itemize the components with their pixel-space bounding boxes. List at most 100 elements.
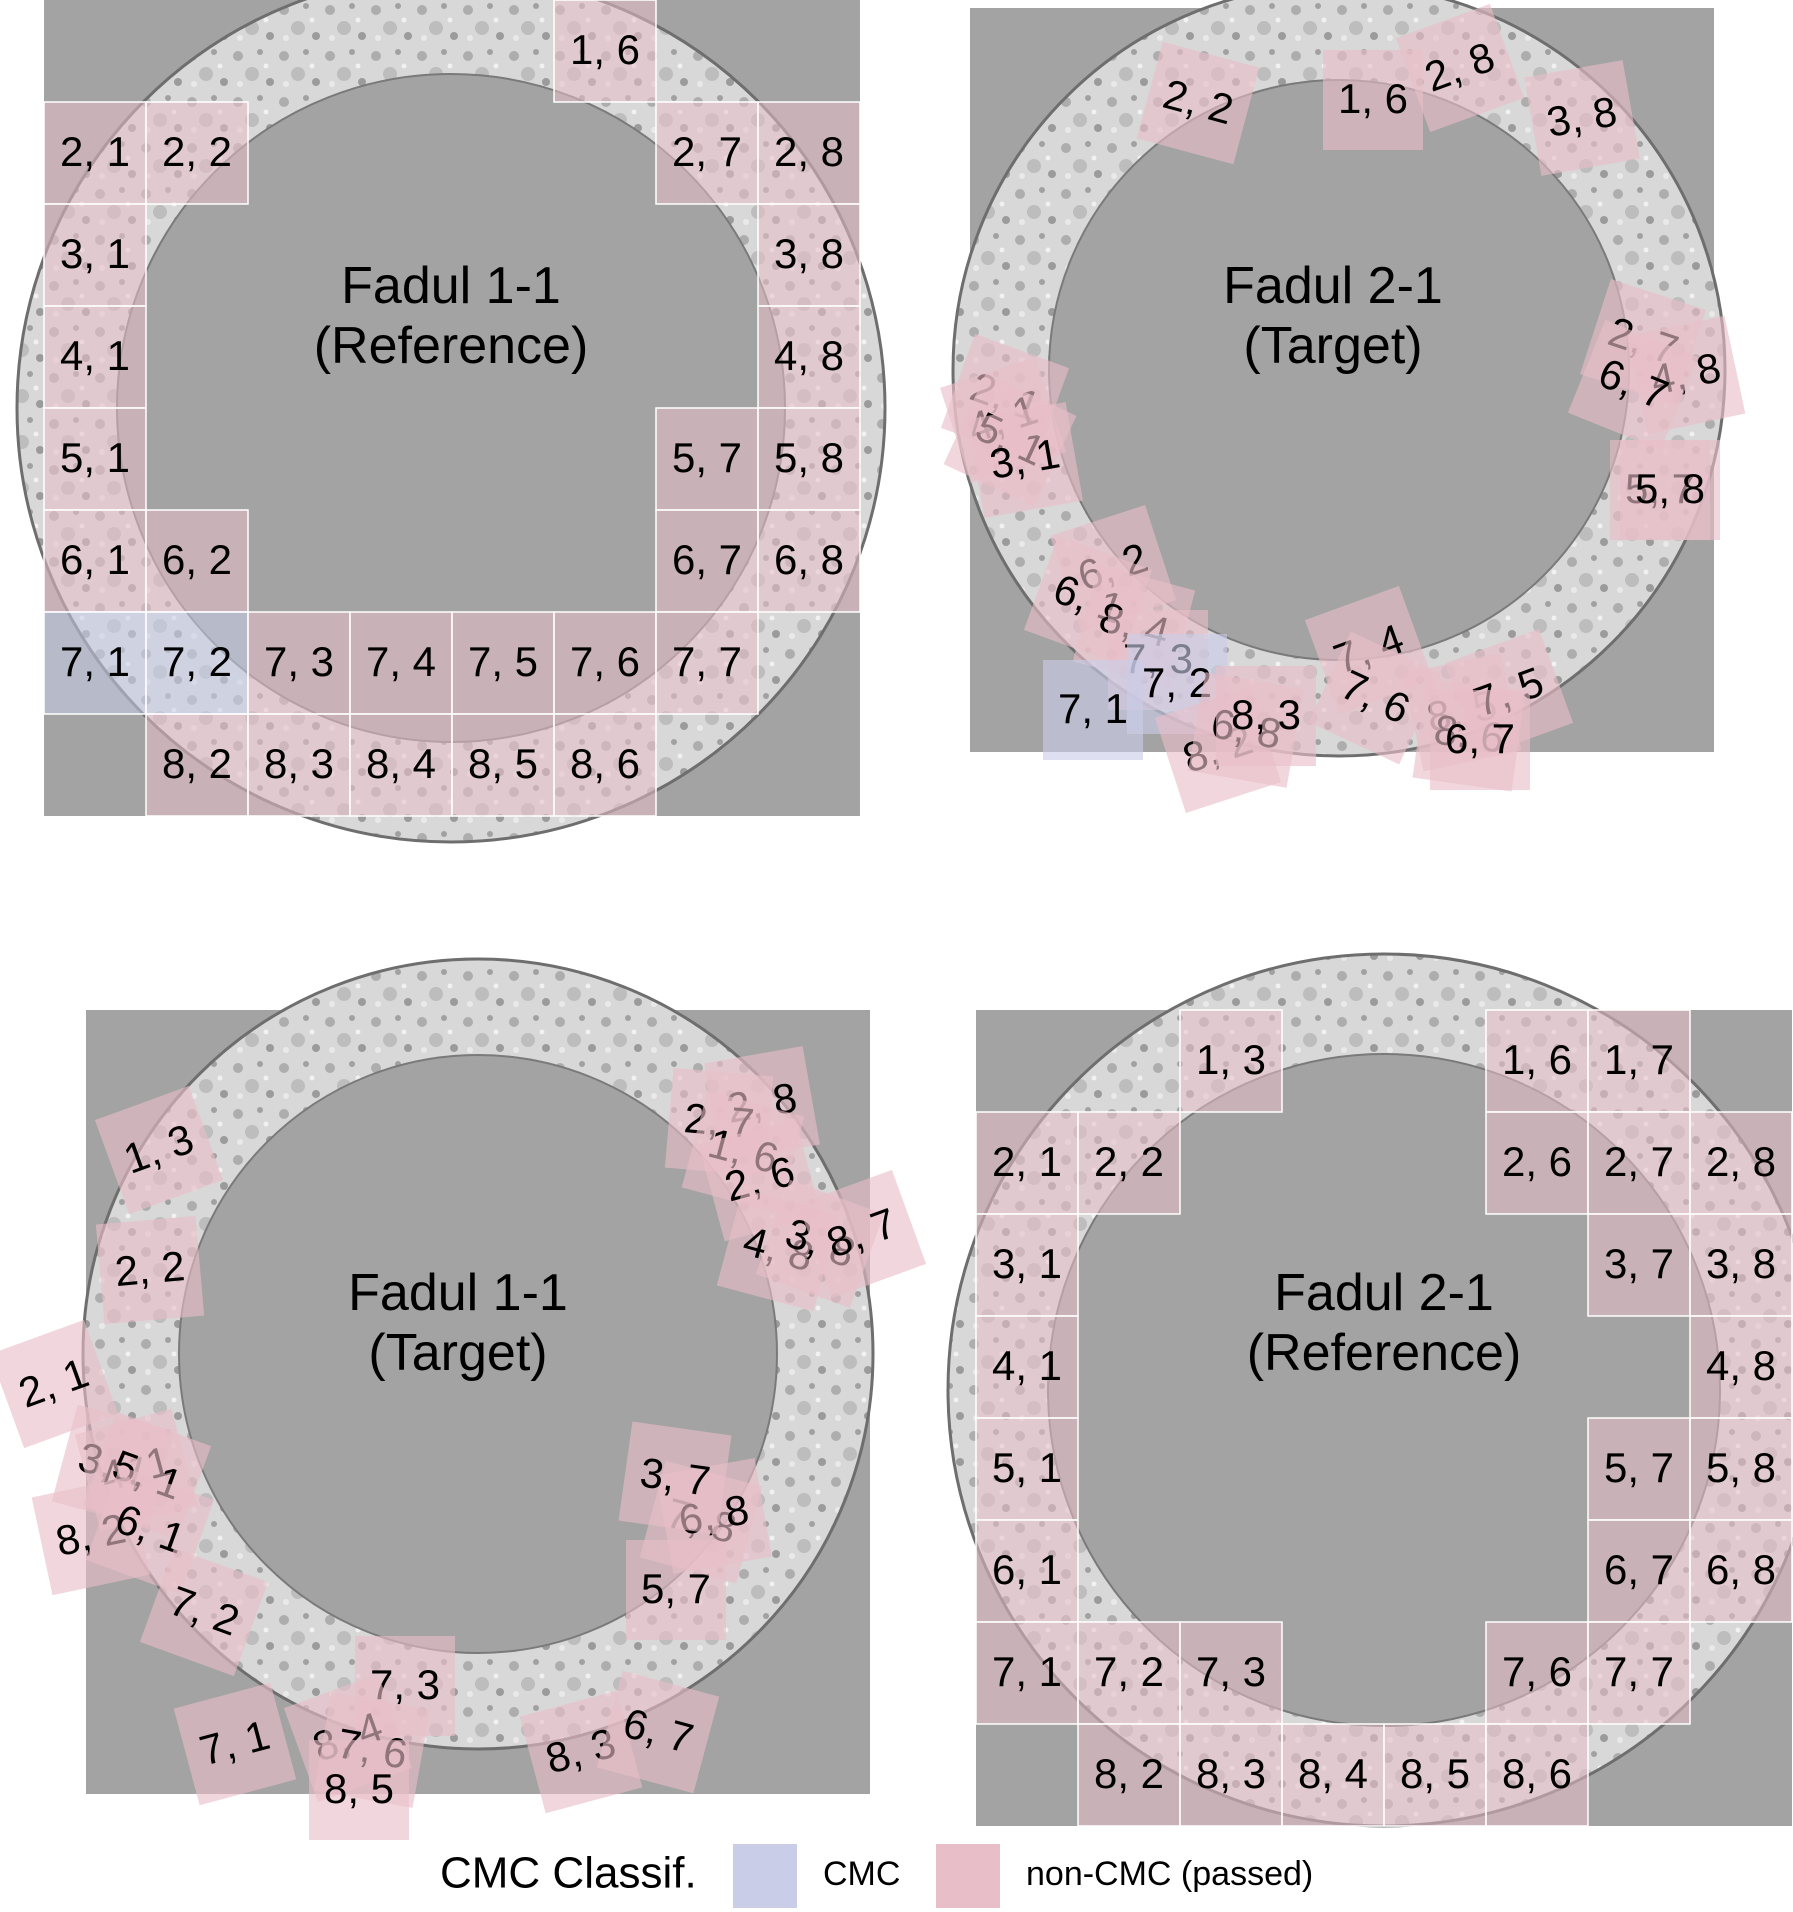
grid-cell: 7, 2 <box>145 611 249 715</box>
non-cmc-cell <box>1485 1009 1589 1113</box>
non-cmc-cell <box>145 509 249 613</box>
non-cmc-cell <box>43 407 147 511</box>
ring-inner-edge <box>178 1054 778 1654</box>
non-cmc-cell <box>1485 1723 1589 1827</box>
cell-label: 8, 2 <box>1094 1750 1164 1797</box>
non-cmc-cell <box>1430 690 1530 790</box>
grid-cell: 7, 7 <box>1587 1621 1691 1725</box>
cell-layer: 1, 3 1, 6 1, 7 2, 1 2, 2 2, 6 2, 7 2, 8 3, 1 3, 7… <box>975 1009 1793 1827</box>
grid-cell: 1, 6 <box>553 0 657 103</box>
non-cmc-cell <box>975 1417 1079 1521</box>
cell-label: 6, 1 <box>992 1546 1062 1593</box>
non-cmc-cell <box>1216 666 1316 766</box>
non-cmc-cell <box>757 101 861 205</box>
panel-title-line2: (Reference) <box>314 317 589 375</box>
grid-cell: 7, 2 <box>1077 1621 1181 1725</box>
non-cmc-cell <box>247 611 351 715</box>
cell-label: 8, 5 <box>324 1765 394 1812</box>
cell-label: 6, 1 <box>60 536 130 583</box>
grid-cell: 4, 1 <box>43 305 147 409</box>
cell-label: 7, 6 <box>570 638 640 685</box>
cell-label: 2, 7 <box>672 128 742 175</box>
scan-ring <box>83 959 873 1749</box>
grid-cell: 3, 1 <box>967 402 1083 518</box>
cmc-cell <box>1043 660 1143 760</box>
non-cmc-cell <box>797 1169 927 1299</box>
grid-cell: 6, 7 <box>1587 1519 1691 1623</box>
cell-label: 5, 8 <box>774 434 844 481</box>
cell-label: 3, 8 <box>1706 1240 1776 1287</box>
legend-swatch-cmc <box>733 1844 797 1908</box>
cell-label: 2, 2 <box>113 1242 187 1295</box>
panel-title-line1: Fadul 2-1 <box>1274 1264 1494 1322</box>
panel-fadul-2-1-target: 2, 21, 62, 83, 82, 74, 85, 75, 86, 72, 1… <box>939 0 1746 814</box>
cell-label: 3, 1 <box>60 230 130 277</box>
cell-label: 2, 8 <box>1706 1138 1776 1185</box>
grid-cell: 8, 2 <box>145 713 249 817</box>
non-cmc-cell <box>1077 1111 1181 1215</box>
cell-label: 3, 7 <box>1604 1240 1674 1287</box>
cell-label: 7, 5 <box>468 638 538 685</box>
grid-cell: 7, 6 <box>1485 1621 1589 1725</box>
cell-label: 1, 6 <box>570 26 640 73</box>
non-cmc-cell <box>1689 1111 1793 1215</box>
grid-cell: 1, 6 <box>1485 1009 1589 1113</box>
grid-cell: 8, 5 <box>309 1740 409 1840</box>
non-cmc-cell <box>553 713 657 817</box>
cell-label: 7, 2 <box>1094 1648 1164 1695</box>
grid-cell: 6, 7 <box>1430 690 1530 790</box>
non-cmc-cell <box>1179 1723 1283 1827</box>
non-cmc-cell <box>757 509 861 613</box>
grid-cell: 2, 7 <box>1587 1111 1691 1215</box>
panel-title-line2: (Target) <box>368 1324 547 1382</box>
non-cmc-cell <box>1395 3 1525 133</box>
cell-label: 1, 3 <box>1196 1036 1266 1083</box>
cell-label: 7, 2 <box>1142 659 1212 706</box>
grid-cell: 7, 4 <box>349 611 453 715</box>
cell-label: 7, 7 <box>672 638 742 685</box>
panel-title-line1: Fadul 1-1 <box>341 257 561 315</box>
grid-cell: 6, 2 <box>145 509 249 613</box>
grid-cell: 4, 1 <box>975 1315 1079 1419</box>
grid-cell: 7, 1 <box>43 611 147 715</box>
grid-cell: 2, 2 <box>95 1215 205 1325</box>
non-cmc-cell <box>975 1519 1079 1623</box>
non-cmc-cell <box>975 1621 1079 1725</box>
non-cmc-cell <box>139 1547 269 1677</box>
cell-label: 5, 7 <box>672 434 742 481</box>
cell-label: 7, 4 <box>366 638 436 685</box>
cell-label: 6, 7 <box>672 536 742 583</box>
cell-label: 7, 1 <box>992 1648 1062 1695</box>
cell-label: 2, 7 <box>1604 1138 1674 1185</box>
cell-label: 2, 6 <box>1502 1138 1572 1185</box>
cell-label: 5, 1 <box>992 1444 1062 1491</box>
cell-label: 8, 6 <box>570 740 640 787</box>
cell-label: 7, 1 <box>60 638 130 685</box>
cell-label: 2, 8 <box>774 128 844 175</box>
cell-label: 3, 7 <box>637 1448 713 1504</box>
non-cmc-cell <box>1077 1621 1181 1725</box>
grid-cell: 2, 8 <box>757 101 861 205</box>
cell-label: 7, 2 <box>162 638 232 685</box>
grid-cell: 6, 1 <box>43 509 147 613</box>
cell-label: 1, 7 <box>1604 1036 1674 1083</box>
cell-layer: 2, 21, 62, 83, 82, 74, 85, 75, 86, 72, 1… <box>939 3 1746 814</box>
grid-cell: 5, 7 <box>655 407 759 511</box>
cell-label: 7, 7 <box>1604 1648 1674 1695</box>
grid-cell: 2, 1 <box>43 101 147 205</box>
cell-label: 8, 5 <box>1400 1750 1470 1797</box>
non-cmc-cell <box>145 101 249 205</box>
cell-label: 6, 8 <box>774 536 844 583</box>
grid-cell: 7, 1 <box>173 1682 297 1806</box>
non-cmc-cell <box>975 1213 1079 1317</box>
non-cmc-cell <box>1587 1213 1691 1317</box>
grid-cell: 3, 1 <box>43 203 147 307</box>
cell-label: 7, 6 <box>1502 1648 1572 1695</box>
panel-fadul-2-1-reference: 1, 3 1, 6 1, 7 2, 1 2, 2 2, 6 2, 7 2, 8 3, 1 3, 7… <box>946 952 1793 1828</box>
legend-title: CMC Classif. <box>440 1849 697 1898</box>
non-cmc-cell <box>553 0 657 103</box>
cell-label: 1, 6 <box>1338 75 1408 122</box>
non-cmc-cell <box>596 1670 720 1794</box>
non-cmc-cell <box>757 203 861 307</box>
